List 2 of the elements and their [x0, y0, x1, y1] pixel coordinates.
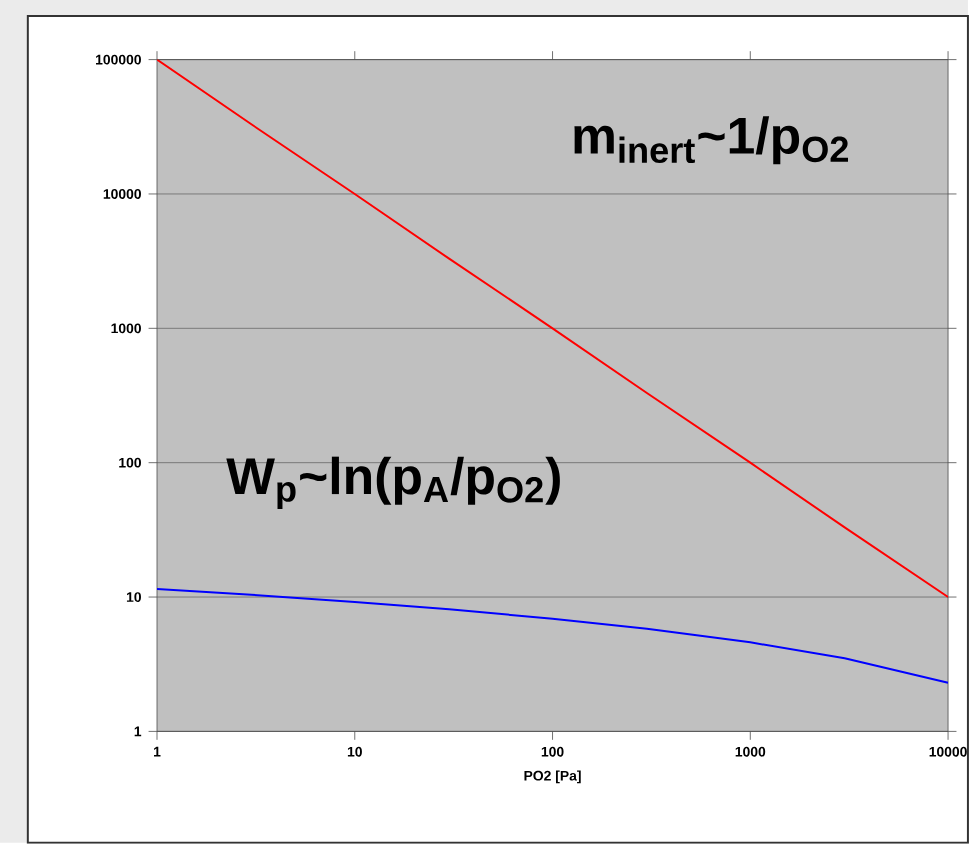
annotation: m$_{inert}$~1/p$_{O2}$	[574, 116, 849, 165]
annotation: W$_{p}$~ln(p$_{A}$/p$_{O2}$)	[226, 456, 560, 510]
